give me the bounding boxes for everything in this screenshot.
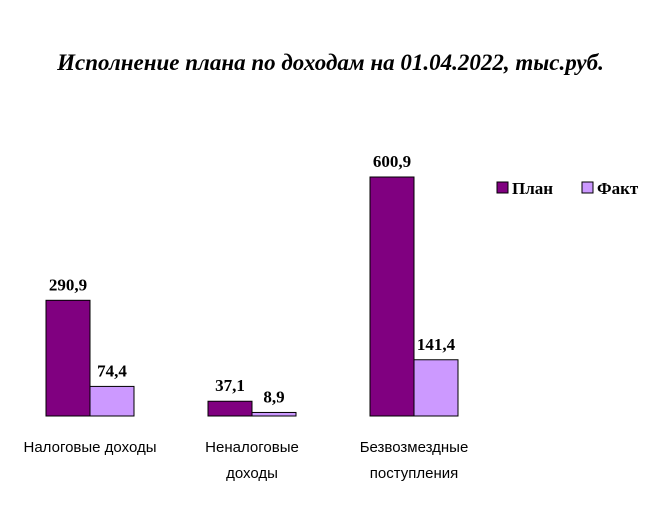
data-label: 141,4	[417, 335, 456, 354]
category-label: доходы	[226, 465, 278, 482]
bar-plan	[207, 400, 253, 417]
data-label: 290,9	[49, 275, 87, 294]
bar-fact	[413, 359, 459, 417]
legend-label: План	[512, 179, 553, 198]
data-label: 600,9	[373, 152, 411, 171]
legend-swatch	[581, 181, 594, 194]
data-label: 8,9	[263, 387, 284, 406]
data-label: 74,4	[97, 361, 127, 380]
category-label: поступления	[370, 465, 459, 482]
chart-title: Исполнение плана по доходам на 01.04.202…	[57, 50, 604, 75]
legend-label: Факт	[597, 179, 639, 198]
bar-fact	[89, 385, 135, 417]
category-label: Безвозмездные	[360, 439, 469, 456]
data-label: 37,1	[215, 376, 245, 395]
category-label: Неналоговые	[205, 439, 299, 456]
bar-plan	[369, 176, 415, 417]
category-label: Налоговые доходы	[24, 439, 157, 456]
bar-fact	[251, 411, 297, 417]
bar-plan	[45, 299, 91, 417]
legend-swatch	[496, 181, 509, 194]
